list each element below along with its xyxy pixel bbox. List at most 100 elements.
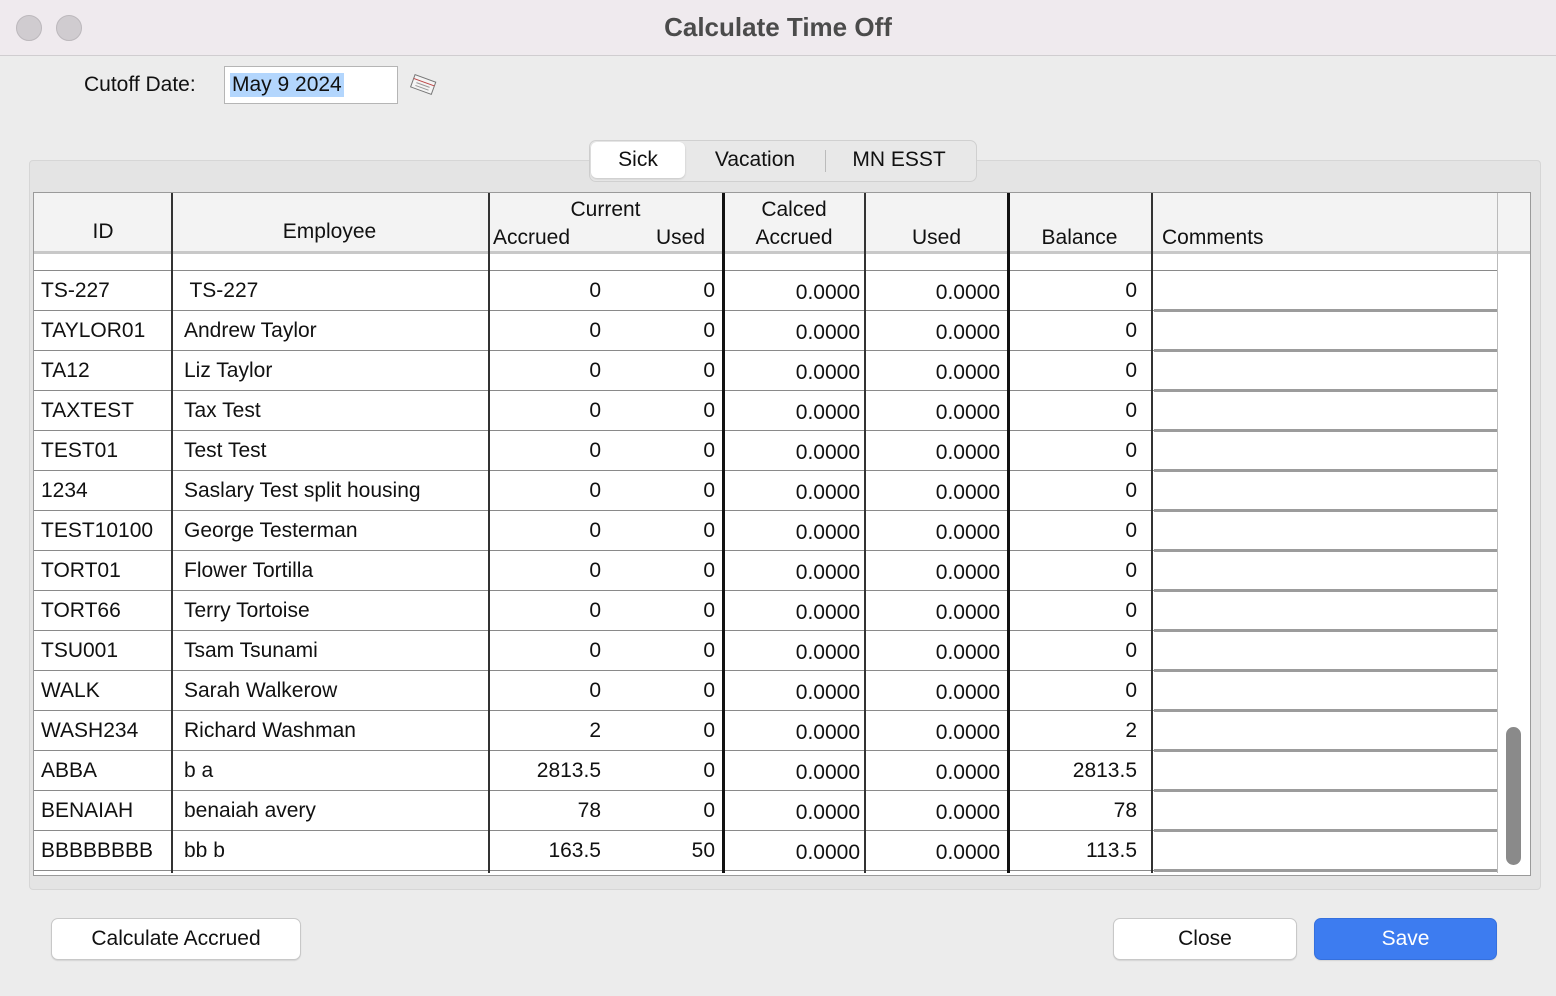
table-cell: b a — [184, 759, 214, 782]
table-cell: TAYLOR01 — [41, 319, 146, 342]
table-cell: 0 — [589, 519, 601, 542]
comment-line — [1154, 509, 1498, 512]
table-cell: 0.0000 — [935, 721, 1000, 744]
table-cell: 0 — [1125, 519, 1137, 542]
table-cell: 0 — [703, 759, 715, 782]
table-cell: 0 — [703, 559, 715, 582]
table-cell: WALK — [41, 679, 100, 702]
table-cell: TORT66 — [41, 599, 121, 622]
table-cell: 0 — [1125, 399, 1137, 422]
table-cell: TEST10100 — [41, 519, 154, 542]
minimize-light[interactable] — [56, 15, 82, 41]
table-cell: 0.0000 — [935, 321, 1000, 344]
row-line — [34, 670, 1154, 671]
table-cell: 0.0000 — [935, 641, 1000, 664]
comment-line — [1154, 389, 1498, 392]
table-cell: 0 — [703, 799, 715, 822]
table-cell: TA12 — [41, 359, 90, 382]
row-line — [34, 470, 1154, 471]
header-group: Calced — [761, 198, 827, 221]
table-cell: 0 — [1125, 479, 1137, 502]
table-cell: 0.0000 — [795, 761, 860, 784]
row-line — [34, 310, 1154, 311]
table-cell: 0.0000 — [795, 361, 860, 384]
table-cell: 0 — [1125, 279, 1137, 302]
column-line — [1151, 193, 1153, 873]
table-cell: 0.0000 — [795, 321, 860, 344]
table-cell: 0.0000 — [935, 441, 1000, 464]
table-cell: 0.0000 — [795, 681, 860, 704]
tab[interactable]: MN ESST — [852, 148, 946, 171]
table-cell: 0 — [1125, 639, 1137, 662]
calculate-button[interactable]: Calculate Accrued — [51, 918, 301, 960]
column-line — [864, 193, 866, 873]
comment-line — [1154, 669, 1498, 672]
table-cell: 0 — [703, 599, 715, 622]
header-group: Current — [570, 198, 641, 221]
table-cell: benaiah avery — [184, 799, 316, 822]
table-cell: 0.0000 — [795, 281, 860, 304]
table-cell: 0.0000 — [795, 481, 860, 504]
table-cell: 0 — [1125, 679, 1137, 702]
table-cell: 0 — [1125, 559, 1137, 582]
table-cell: 0 — [589, 319, 601, 342]
table-cell: TORT01 — [41, 559, 121, 582]
column-line — [171, 193, 173, 873]
tab[interactable]: Sick — [591, 142, 685, 178]
table-cell: 0 — [589, 399, 601, 422]
table-cell: 0 — [703, 519, 715, 542]
close-button[interactable]: Close — [1113, 918, 1297, 960]
row-line — [34, 510, 1154, 511]
comment-line — [1154, 469, 1498, 472]
tab[interactable]: Vacation — [714, 148, 796, 171]
cutoff-value[interactable]: May 9 2024 — [230, 73, 344, 97]
table-cell: 0.0000 — [795, 561, 860, 584]
table-cell: bb b — [184, 839, 225, 862]
scrollbar-thumb[interactable] — [1506, 727, 1521, 865]
table-cell: 0.0000 — [935, 361, 1000, 384]
cutoff-label: Cutoff Date: — [84, 73, 196, 96]
cutoff-field[interactable]: May 9 2024 — [224, 66, 398, 104]
table-cell: 113.5 — [1086, 839, 1137, 862]
comment-line — [1154, 629, 1498, 632]
table-cell: 0.0000 — [795, 401, 860, 424]
table-cell: TS-227 — [184, 279, 259, 302]
row-line — [34, 790, 1154, 791]
comment-line — [1154, 869, 1498, 872]
column-header: Employee — [282, 220, 377, 243]
table-cell: 0.0000 — [795, 601, 860, 624]
table-cell: 0 — [1125, 599, 1137, 622]
table-cell: 0 — [589, 679, 601, 702]
row-line — [34, 270, 1498, 271]
comment-line — [1154, 309, 1498, 312]
table-cell: 78 — [577, 799, 601, 822]
column-line — [488, 193, 490, 873]
table-cell: 0 — [1125, 439, 1137, 462]
table-cell: 2813.5 — [1072, 759, 1137, 782]
column-header: Used — [911, 226, 962, 249]
table-cell: 0.0000 — [795, 641, 860, 664]
table-cell: 0.0000 — [795, 521, 860, 544]
save-button[interactable]: Save — [1314, 918, 1497, 960]
close-light[interactable] — [16, 15, 42, 41]
table-cell: 163.5 — [548, 839, 601, 862]
column-line — [1497, 193, 1498, 873]
table-cell: 0.0000 — [935, 521, 1000, 544]
table-cell: ABBA — [41, 759, 98, 782]
table-cell: Test Test — [184, 439, 267, 462]
table-cell: 0 — [1125, 359, 1137, 382]
comment-line — [1154, 429, 1498, 432]
calendar-icon[interactable] — [408, 74, 438, 96]
row-line — [34, 710, 1154, 711]
table-cell: 0.0000 — [795, 841, 860, 864]
table-cell: 0.0000 — [935, 761, 1000, 784]
row-line — [34, 630, 1154, 631]
table-cell: 0.0000 — [935, 801, 1000, 824]
table-cell: 0 — [703, 399, 715, 422]
column-line — [1007, 193, 1010, 873]
column-header: Accrued — [755, 226, 833, 249]
table-cell: 0.0000 — [935, 561, 1000, 584]
table-cell: 1234 — [41, 479, 88, 502]
table: Current Calced ID Employee Accrued Used Accrue… — [33, 192, 1531, 876]
